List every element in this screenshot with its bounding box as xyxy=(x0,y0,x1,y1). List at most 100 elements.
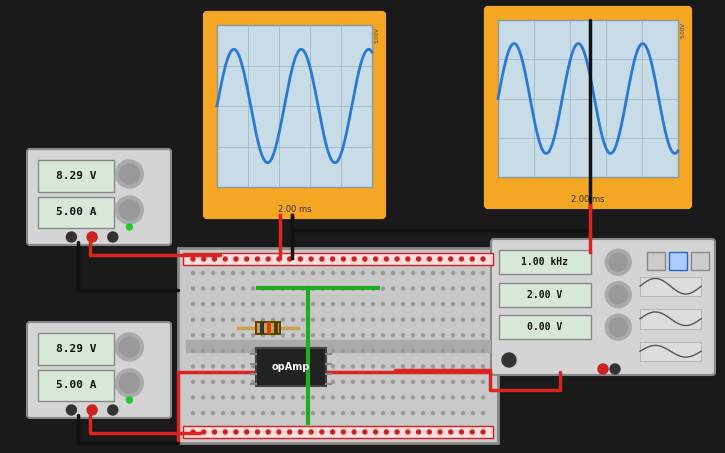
Circle shape xyxy=(321,334,325,337)
Circle shape xyxy=(384,257,389,261)
Circle shape xyxy=(271,396,275,399)
Bar xyxy=(668,252,687,270)
Circle shape xyxy=(417,430,420,434)
Circle shape xyxy=(352,303,355,306)
Circle shape xyxy=(341,430,345,434)
Circle shape xyxy=(421,318,425,321)
Circle shape xyxy=(202,430,206,434)
Bar xyxy=(499,283,591,307)
Circle shape xyxy=(291,381,294,383)
Circle shape xyxy=(231,334,234,337)
Circle shape xyxy=(331,381,334,383)
Circle shape xyxy=(471,411,474,414)
Circle shape xyxy=(471,318,474,321)
Circle shape xyxy=(241,318,244,321)
Circle shape xyxy=(392,396,394,399)
Circle shape xyxy=(402,365,405,368)
Circle shape xyxy=(281,396,284,399)
Text: 5.00V: 5.00V xyxy=(375,27,380,43)
Circle shape xyxy=(462,381,465,383)
Circle shape xyxy=(223,257,227,261)
Circle shape xyxy=(381,349,384,352)
Text: 5.00V: 5.00V xyxy=(681,22,686,38)
Circle shape xyxy=(481,334,484,337)
Circle shape xyxy=(212,334,215,337)
Circle shape xyxy=(373,430,378,434)
Circle shape xyxy=(341,318,344,321)
Bar xyxy=(217,25,372,187)
Circle shape xyxy=(321,381,325,383)
Circle shape xyxy=(212,271,215,275)
Circle shape xyxy=(231,381,234,383)
Circle shape xyxy=(371,365,375,368)
FancyBboxPatch shape xyxy=(491,239,715,375)
Circle shape xyxy=(352,430,356,434)
Text: 2.00 ms: 2.00 ms xyxy=(278,204,311,213)
Circle shape xyxy=(281,365,284,368)
Circle shape xyxy=(412,287,415,290)
Circle shape xyxy=(462,365,465,368)
Circle shape xyxy=(442,381,444,383)
Circle shape xyxy=(352,411,355,414)
Circle shape xyxy=(362,257,367,261)
Circle shape xyxy=(412,318,415,321)
Circle shape xyxy=(202,318,204,321)
Text: 0.00 V: 0.00 V xyxy=(527,322,563,332)
Circle shape xyxy=(352,271,355,275)
Circle shape xyxy=(406,257,410,261)
Circle shape xyxy=(241,381,244,383)
Circle shape xyxy=(222,381,225,383)
Circle shape xyxy=(115,160,144,188)
Circle shape xyxy=(191,271,194,275)
Bar xyxy=(260,322,264,334)
Circle shape xyxy=(460,257,463,261)
Circle shape xyxy=(222,271,225,275)
Circle shape xyxy=(402,334,405,337)
Circle shape xyxy=(402,303,405,306)
Circle shape xyxy=(115,196,144,224)
FancyBboxPatch shape xyxy=(205,13,384,217)
Circle shape xyxy=(352,396,355,399)
Circle shape xyxy=(481,318,484,321)
Circle shape xyxy=(202,396,204,399)
Circle shape xyxy=(452,411,455,414)
Circle shape xyxy=(481,257,485,261)
Circle shape xyxy=(255,430,260,434)
Circle shape xyxy=(392,381,394,383)
Circle shape xyxy=(605,282,631,308)
Circle shape xyxy=(262,381,265,383)
Circle shape xyxy=(362,303,365,306)
Bar xyxy=(183,426,493,438)
Circle shape xyxy=(120,164,139,184)
Circle shape xyxy=(427,257,431,261)
Circle shape xyxy=(241,271,244,275)
Circle shape xyxy=(191,303,194,306)
Bar xyxy=(38,197,114,228)
Circle shape xyxy=(291,411,294,414)
Circle shape xyxy=(402,396,405,399)
Circle shape xyxy=(412,411,415,414)
Bar xyxy=(183,253,493,265)
Circle shape xyxy=(231,349,234,352)
Circle shape xyxy=(362,318,365,321)
Circle shape xyxy=(431,287,434,290)
Text: opAmp: opAmp xyxy=(272,362,310,372)
Circle shape xyxy=(87,232,97,242)
Circle shape xyxy=(191,381,194,383)
Circle shape xyxy=(67,232,76,242)
Circle shape xyxy=(442,287,444,290)
Circle shape xyxy=(371,303,375,306)
Circle shape xyxy=(321,365,325,368)
Circle shape xyxy=(212,396,215,399)
Circle shape xyxy=(371,287,375,290)
Circle shape xyxy=(234,430,238,434)
Circle shape xyxy=(341,271,344,275)
Circle shape xyxy=(610,364,620,374)
Circle shape xyxy=(202,287,204,290)
Circle shape xyxy=(421,303,425,306)
Circle shape xyxy=(262,287,265,290)
Circle shape xyxy=(331,430,335,434)
FancyBboxPatch shape xyxy=(486,8,690,207)
Circle shape xyxy=(120,200,139,220)
Circle shape xyxy=(231,396,234,399)
